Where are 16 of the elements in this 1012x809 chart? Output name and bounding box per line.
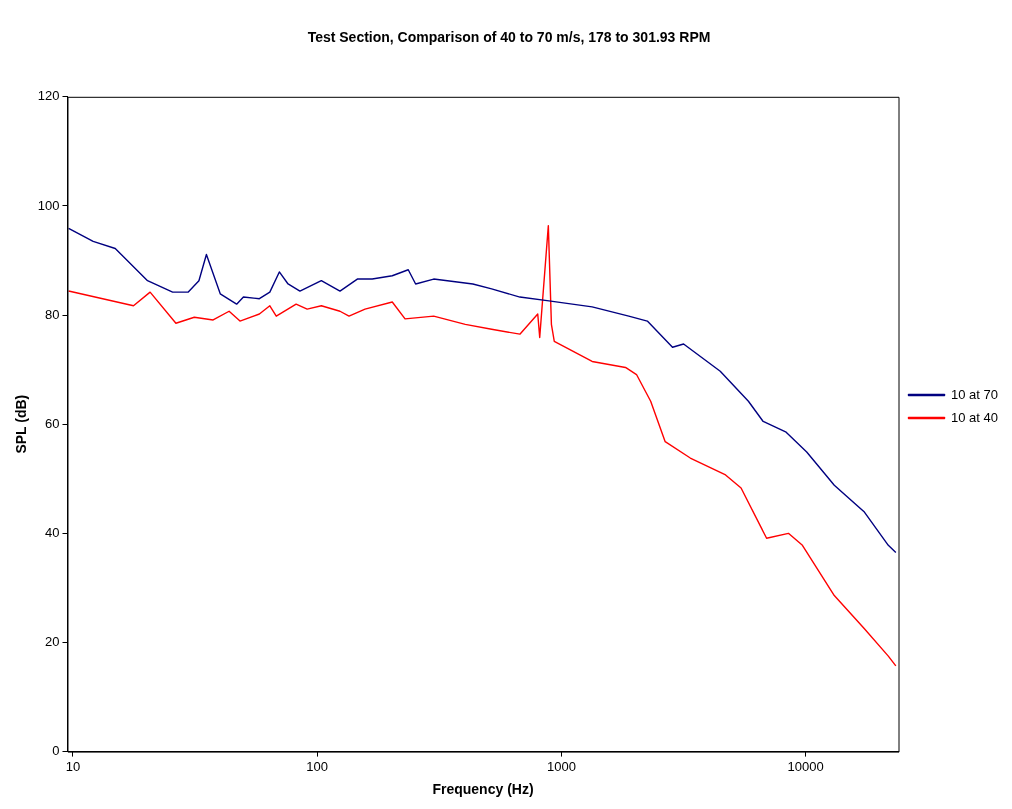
y-tick-label: 0 [52,743,60,759]
legend-label: 10 at 70 [951,386,999,402]
y-axis-title: SPL (dB) [13,394,30,454]
x-tick-label: 100 [306,758,329,774]
x-tick-label: 10000 [787,758,824,774]
x-tick-label: 10 [65,758,81,774]
x-tick-label: 1000 [546,758,576,774]
chart-title: Test Section, Comparison of 40 to 70 m/s, 178 to 301.93 RPM [307,29,711,46]
legend-label: 10 at 40 [951,409,999,425]
y-tick-label: 80 [45,306,60,322]
y-tick-label: 100 [37,197,60,213]
x-axis-title: Frequency (Hz) [432,781,534,798]
y-tick-label: 60 [45,415,60,431]
y-tick-label: 40 [45,524,60,540]
y-tick-label: 20 [45,634,60,650]
y-tick-label: 120 [37,88,60,104]
